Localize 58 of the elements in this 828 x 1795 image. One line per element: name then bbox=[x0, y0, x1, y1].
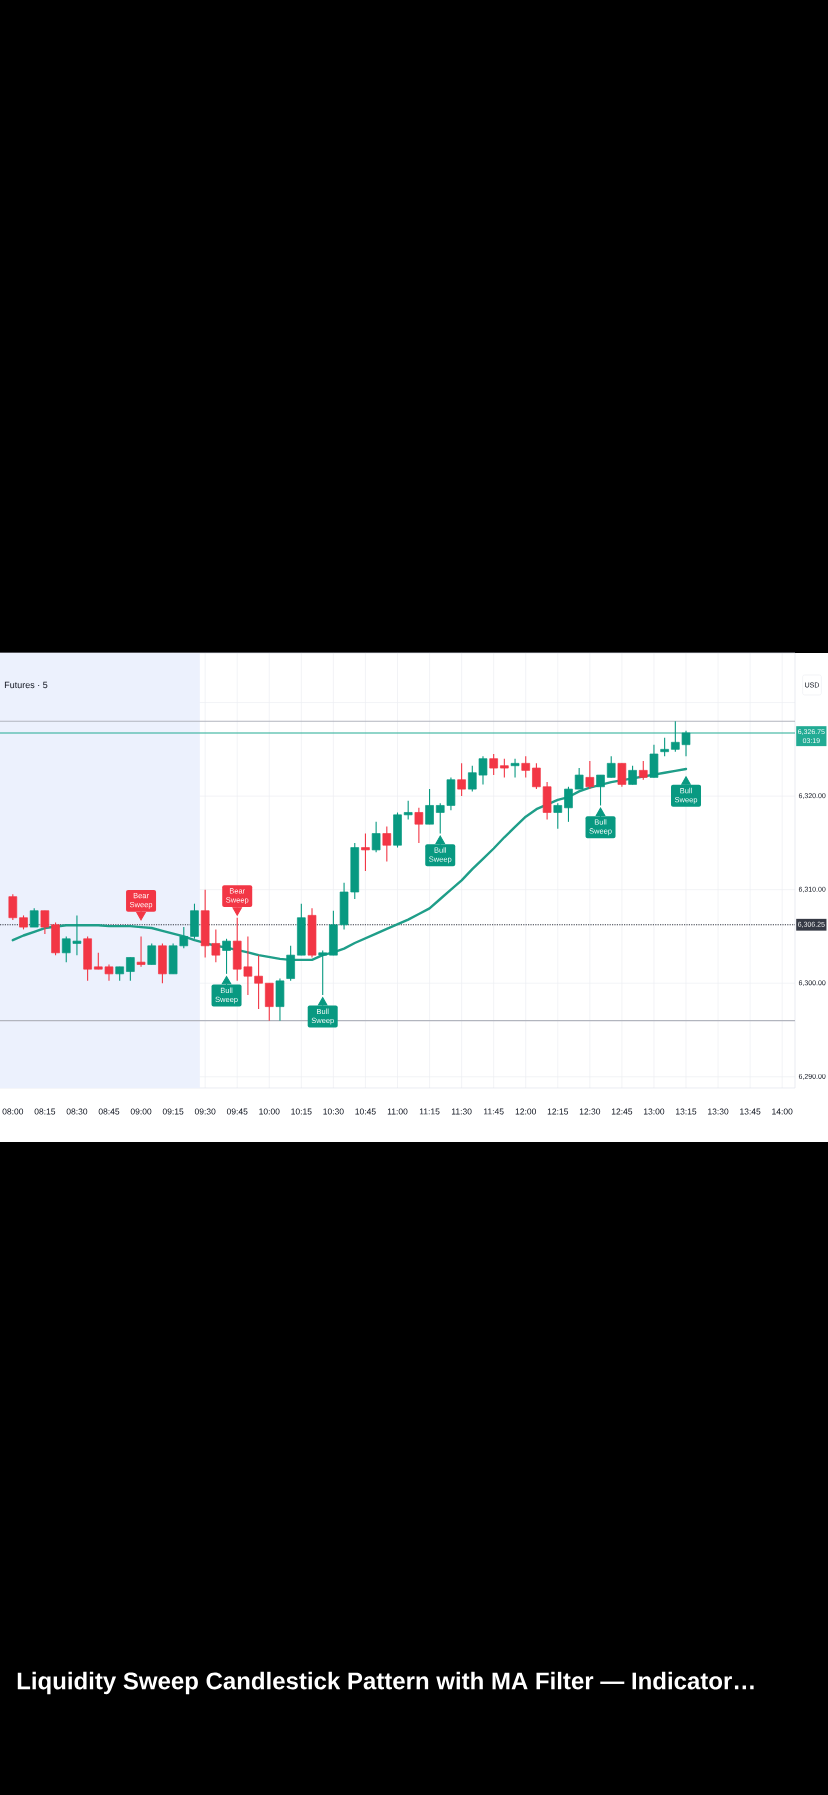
x-tick-label: 13:00 bbox=[643, 1108, 665, 1115]
candlestick bbox=[628, 765, 637, 785]
x-tick-label: 08:15 bbox=[34, 1108, 56, 1115]
candlestick bbox=[403, 800, 413, 821]
x-tick-label: 11:00 bbox=[387, 1108, 408, 1115]
candlestick bbox=[521, 755, 531, 778]
x-tick-label: 11:15 bbox=[419, 1108, 440, 1115]
candlestick bbox=[606, 755, 616, 778]
x-tick-label: 08:30 bbox=[66, 1108, 88, 1115]
candlestick bbox=[136, 935, 146, 968]
candlestick bbox=[457, 762, 466, 797]
x-tick-label: 10:30 bbox=[323, 1108, 344, 1115]
candlestick bbox=[564, 786, 573, 823]
x-tick-label: 11:45 bbox=[483, 1108, 504, 1115]
x-tick-label: 10:45 bbox=[355, 1108, 376, 1115]
x-tick-label: 13:15 bbox=[676, 1108, 697, 1115]
x-tick-label: 09:30 bbox=[194, 1108, 216, 1115]
candlestick bbox=[638, 760, 648, 781]
candlestick bbox=[425, 788, 434, 825]
x-tick-label: 09:15 bbox=[162, 1108, 184, 1115]
candlestick bbox=[126, 956, 135, 982]
candlestick bbox=[361, 832, 370, 872]
x-tick-label: 10:15 bbox=[291, 1108, 312, 1115]
candlestick bbox=[382, 825, 392, 863]
x-tick-label: 12:30 bbox=[579, 1108, 601, 1115]
x-tick-label: 11:30 bbox=[451, 1108, 472, 1115]
text: Liquidity Sweep Candlestick Pattern with MA Filter — Indicator… bbox=[17, 1671, 754, 1695]
candlestick bbox=[553, 802, 563, 830]
candlestick bbox=[286, 945, 295, 982]
x-tick-label: 09:45 bbox=[226, 1108, 248, 1115]
x-tick-label: 08:45 bbox=[98, 1108, 120, 1115]
x-tick-label: 09:00 bbox=[130, 1108, 152, 1115]
x-tick-label: 13:30 bbox=[708, 1108, 729, 1115]
candlestick bbox=[500, 758, 509, 778]
candlestick bbox=[8, 893, 18, 921]
x-tick-label: 12:45 bbox=[611, 1108, 633, 1115]
text: Futures · 5 bbox=[4, 681, 48, 689]
candlestick bbox=[532, 762, 541, 790]
candlestick bbox=[264, 982, 274, 1022]
x-tick-label: 12:00 bbox=[515, 1108, 537, 1115]
candlestick bbox=[574, 767, 584, 790]
candlestick bbox=[649, 744, 659, 778]
candlestick bbox=[29, 907, 39, 928]
candlestick bbox=[40, 910, 50, 935]
x-tick-label: 10:00 bbox=[259, 1108, 280, 1115]
x-tick-label: 08:00 bbox=[2, 1108, 24, 1115]
x-tick-label: 13:45 bbox=[740, 1108, 761, 1115]
candlestick bbox=[660, 737, 669, 757]
candlestick bbox=[371, 821, 381, 853]
candlestick bbox=[147, 942, 157, 966]
candlestick bbox=[585, 760, 595, 790]
candlestick bbox=[414, 807, 424, 844]
candlestick bbox=[596, 774, 605, 807]
candlestick bbox=[617, 762, 627, 788]
x-tick-label: 12:15 bbox=[547, 1108, 569, 1115]
candlestick bbox=[489, 753, 498, 776]
x-tick-label: 14:00 bbox=[772, 1108, 793, 1115]
candlestick bbox=[510, 758, 520, 778]
